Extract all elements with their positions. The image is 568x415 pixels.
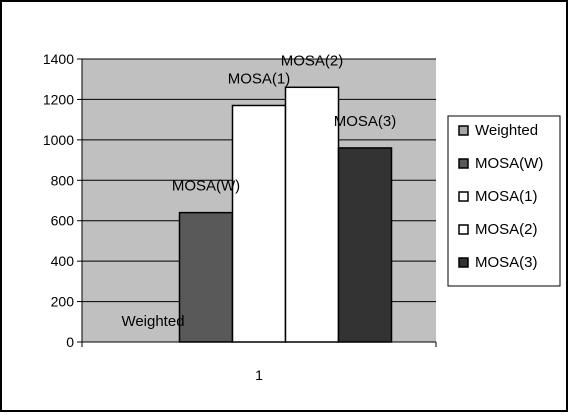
bar — [284, 86, 340, 343]
bar — [337, 147, 393, 343]
data-label: MOSA(3) — [334, 113, 397, 130]
legend-label: MOSA(2) — [475, 221, 538, 238]
legend-swatch — [458, 158, 469, 169]
legend-label: Weighted — [475, 122, 538, 139]
y-tick-label: 600 — [51, 213, 75, 229]
legend-swatch — [458, 125, 469, 136]
legend-items: Weighted MOSA(W) MOSA(1) MOSA(2) MOSA(3) — [458, 122, 543, 271]
y-tick-label: 0 — [66, 334, 74, 350]
legend-label: MOSA(3) — [475, 254, 538, 271]
legend-swatch — [458, 224, 469, 235]
x-axis-ticks: 1 — [81, 342, 437, 383]
data-labels: Weighted MOSA(W) MOSA(1)MOSA(2) MOSA(3) — [121, 52, 396, 330]
y-tick-label: 1400 — [43, 51, 74, 67]
data-label: MOSA(1) — [228, 70, 291, 87]
x-tick-label: 1 — [255, 367, 263, 383]
y-tick-label: 1000 — [43, 132, 74, 148]
data-label: MOSA(2) — [281, 52, 344, 69]
data-label: Weighted — [121, 313, 184, 330]
legend-swatch — [458, 191, 469, 202]
y-tick-label: 400 — [51, 253, 75, 269]
y-tick-label: 800 — [51, 172, 75, 188]
y-tick-label: 200 — [51, 294, 75, 310]
legend-label: MOSA(W) — [475, 155, 543, 172]
y-tick-label: 1200 — [43, 91, 74, 107]
legend-swatch — [458, 257, 469, 268]
legend-label: MOSA(1) — [475, 188, 538, 205]
data-label: MOSA(W) — [172, 178, 240, 195]
bar — [178, 211, 234, 343]
legend: Weighted MOSA(W) MOSA(1) MOSA(2) MOSA(3) — [447, 115, 561, 287]
y-axis-ticks: 0 200 400 600 800 1000 1200 1400 — [43, 51, 82, 350]
bar — [231, 104, 287, 343]
